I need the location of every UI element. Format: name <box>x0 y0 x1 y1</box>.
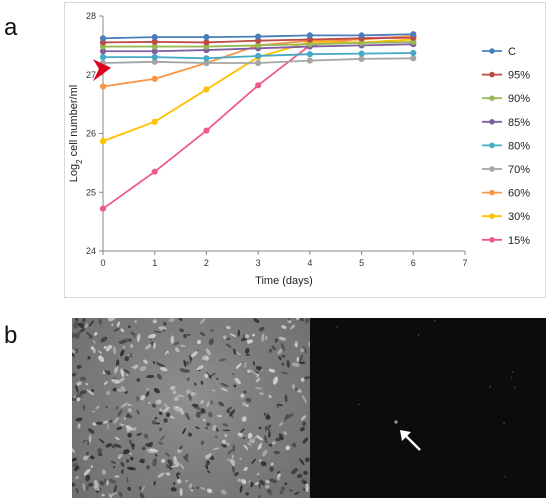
legend-label: C <box>508 46 516 58</box>
data-point <box>151 75 158 82</box>
x-tick-label: 6 <box>411 258 416 268</box>
data-point <box>99 138 107 145</box>
legend-marker <box>489 48 495 54</box>
data-point <box>358 50 365 57</box>
data-point <box>358 32 365 39</box>
fluorescent-cell <box>394 420 398 424</box>
data-point <box>203 34 210 41</box>
data-point <box>255 33 262 40</box>
x-tick-label: 3 <box>256 258 261 268</box>
data-point <box>151 34 158 41</box>
legend-label: 95% <box>508 70 530 82</box>
x-tick-label: 0 <box>100 258 105 268</box>
data-point <box>99 83 107 90</box>
data-point <box>255 82 262 89</box>
panel-a-label: a <box>4 14 18 41</box>
data-point <box>410 49 417 57</box>
y-axis-title: Log2 cell number/ml <box>68 85 84 182</box>
legend-marker <box>489 95 495 101</box>
panel-b-label: b <box>4 322 18 349</box>
x-tick-label: 2 <box>204 258 209 268</box>
data-point <box>99 205 107 212</box>
phase-contrast-micrograph <box>72 318 310 498</box>
x-axis-title: Time (days) <box>255 275 313 287</box>
legend-marker <box>489 213 495 219</box>
data-point <box>410 31 417 38</box>
legend-label: 85% <box>508 117 530 129</box>
data-point <box>151 54 158 61</box>
x-tick-label: 4 <box>307 258 312 268</box>
data-point <box>255 59 262 67</box>
legend-label: 70% <box>508 164 530 176</box>
x-tick-label: 7 <box>462 258 467 268</box>
legend-marker <box>489 237 495 243</box>
data-point <box>358 55 365 62</box>
y-tick-label: 27 <box>86 70 96 80</box>
legend-marker <box>489 142 495 149</box>
legend-label: 30% <box>508 211 530 223</box>
y-tick-label: 24 <box>86 246 96 256</box>
y-tick-label: 26 <box>86 129 96 139</box>
legend-marker <box>489 71 495 78</box>
legend-marker <box>489 166 495 172</box>
legend-label: 80% <box>508 140 530 152</box>
legend-label: 60% <box>508 188 530 200</box>
data-point <box>410 55 417 62</box>
y-tick-label: 28 <box>86 11 96 21</box>
data-point <box>306 32 313 39</box>
data-point <box>99 54 107 61</box>
legend-marker <box>489 119 495 125</box>
data-point <box>203 55 210 62</box>
y-tick-label: 25 <box>86 187 96 197</box>
legend-marker <box>489 189 495 196</box>
legend-label: 90% <box>508 93 530 105</box>
data-point <box>203 127 210 134</box>
x-tick-label: 5 <box>359 258 364 268</box>
data-point <box>151 168 158 175</box>
white-arrow-icon <box>400 430 421 451</box>
fluorescence-micrograph <box>310 318 546 498</box>
data-point <box>151 118 158 125</box>
data-point <box>203 86 210 93</box>
growth-chart: 24 25 26 27 28 0 1 2 3 4 5 6 7 Time (days) Log2 cell n… <box>68 11 530 287</box>
x-tick-label: 1 <box>152 258 157 268</box>
legend-label: 15% <box>508 235 530 247</box>
data-point <box>203 39 210 46</box>
red-arrow-marker <box>93 59 111 82</box>
data-point <box>255 52 262 60</box>
data-point <box>99 35 107 42</box>
data-point <box>306 51 313 58</box>
data-point <box>306 57 313 64</box>
